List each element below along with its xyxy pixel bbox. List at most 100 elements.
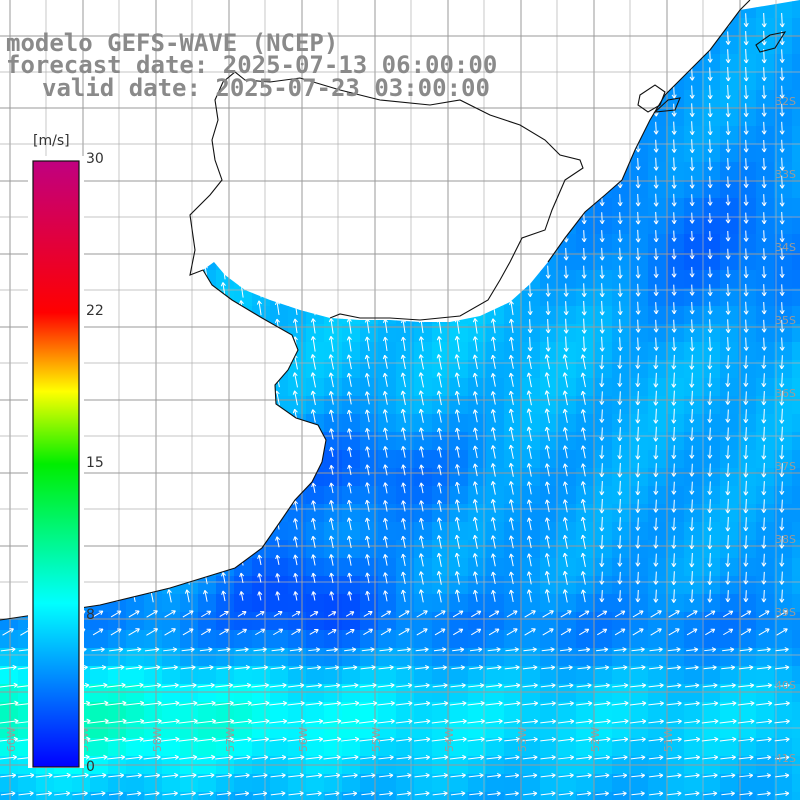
wind-cell — [630, 738, 649, 757]
wind-cell — [306, 720, 325, 739]
wind-cell — [666, 702, 685, 721]
wind-cell — [432, 648, 451, 667]
wind-cell — [234, 450, 253, 469]
wind-cell — [270, 486, 289, 505]
wind-cell — [630, 450, 649, 469]
wind-cell — [324, 792, 343, 800]
wind-cell — [126, 144, 145, 163]
wind-cell — [0, 0, 19, 19]
wind-cell — [684, 612, 703, 631]
wind-arrow — [4, 264, 10, 280]
wind-arrow — [617, 247, 623, 261]
wind-arrow — [148, 336, 154, 352]
wind-cell — [360, 720, 379, 739]
wind-cell — [594, 108, 613, 127]
wind-cell — [558, 594, 577, 613]
wind-cell — [774, 180, 793, 199]
wind-arrow — [436, 138, 442, 154]
wind-cell — [738, 360, 757, 379]
wind-arrow — [257, 103, 263, 117]
wind-arrow — [329, 193, 335, 207]
wind-cell — [522, 684, 541, 703]
wind-arrow — [382, 228, 388, 244]
wind-arrow — [725, 230, 731, 242]
wind-cell — [432, 576, 451, 595]
wind-cell — [468, 576, 487, 595]
wind-arrow — [329, 211, 335, 225]
wind-cell — [162, 432, 181, 451]
wind-cell — [396, 468, 415, 487]
wind-arrow — [238, 517, 244, 531]
wind-arrow — [671, 248, 677, 260]
wind-cell — [540, 774, 559, 793]
wind-cell — [522, 522, 541, 541]
wind-cell — [360, 288, 379, 307]
wind-cell — [414, 234, 433, 253]
wind-cell — [144, 450, 163, 469]
wind-cell — [198, 198, 217, 217]
wind-cell — [216, 504, 235, 523]
wind-cell — [486, 198, 505, 217]
wind-cell — [558, 324, 577, 343]
wind-cell — [90, 396, 109, 415]
wind-cell — [648, 738, 667, 757]
wind-cell — [90, 216, 109, 235]
wind-arrow — [743, 283, 749, 297]
wind-cell — [234, 270, 253, 289]
wind-arrow — [743, 139, 749, 153]
wind-cell — [288, 234, 307, 253]
wind-cell — [774, 342, 793, 361]
wind-cell — [738, 450, 757, 469]
wind-arrow — [707, 249, 713, 260]
wind-arrow — [382, 192, 388, 207]
wind-cell — [648, 396, 667, 415]
wind-cell — [468, 378, 487, 397]
wind-cell — [288, 162, 307, 181]
wind-cell — [144, 342, 163, 361]
wind-arrow — [220, 354, 226, 370]
wind-arrow — [311, 13, 317, 27]
wind-arrow — [599, 121, 605, 136]
wind-cell — [126, 792, 145, 800]
wind-cell — [630, 558, 649, 577]
wind-arrow — [743, 31, 749, 46]
wind-arrow — [635, 193, 641, 207]
wind-cell — [144, 630, 163, 649]
wind-arrow — [256, 499, 262, 513]
wind-cell — [612, 342, 631, 361]
wind-cell — [90, 558, 109, 577]
wind-cell — [576, 54, 595, 73]
wind-cell — [342, 630, 361, 649]
wind-arrow — [113, 121, 119, 135]
wind-arrow — [581, 300, 587, 316]
wind-arrow — [545, 193, 551, 208]
wind-arrow — [508, 210, 514, 225]
wind-arrow — [202, 120, 208, 136]
wind-cell — [540, 126, 559, 145]
wind-arrow — [617, 85, 623, 100]
wind-cell — [234, 414, 253, 433]
wind-cell — [414, 540, 433, 559]
wind-cell — [126, 162, 145, 181]
wind-cell — [720, 234, 739, 253]
wind-cell — [342, 684, 361, 703]
wind-arrow — [22, 481, 28, 495]
wind-arrow — [220, 102, 226, 118]
wind-cell — [108, 630, 127, 649]
wind-cell — [414, 144, 433, 163]
wind-cell — [720, 324, 739, 343]
wind-cell — [162, 720, 181, 739]
wind-cell — [180, 162, 199, 181]
wind-arrow — [166, 463, 172, 477]
wind-cell — [396, 414, 415, 433]
wind-cell — [198, 738, 217, 757]
wind-cell — [396, 504, 415, 523]
wind-cell — [252, 378, 271, 397]
wind-arrow — [725, 84, 731, 100]
wind-cell — [504, 18, 523, 37]
wind-cell — [126, 504, 145, 523]
wind-arrow — [131, 103, 137, 117]
wind-arrow — [617, 13, 623, 28]
wind-cell — [108, 432, 127, 451]
wind-arrow — [473, 31, 479, 45]
